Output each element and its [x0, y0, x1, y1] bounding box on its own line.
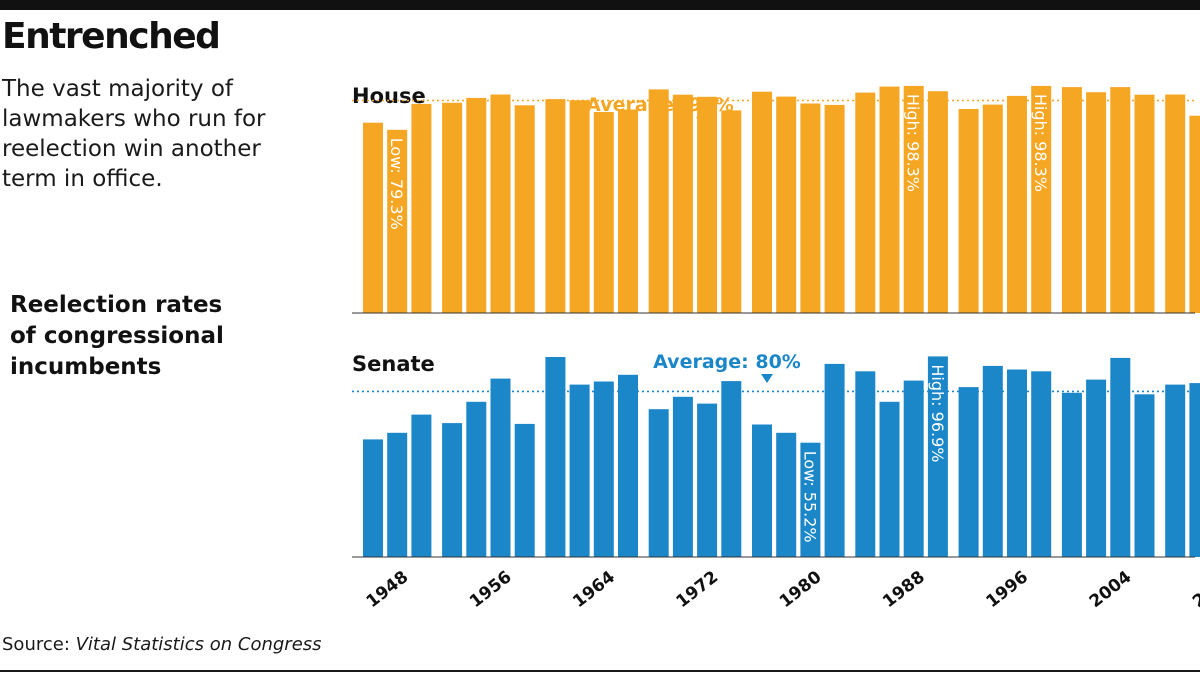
- house-bar: [776, 96, 797, 313]
- house-bar: [697, 96, 718, 313]
- senate-annotation: Low: 55.2%: [800, 451, 819, 543]
- house-annotation: High: 98.3%: [904, 94, 923, 192]
- senate-panel-title: Senate: [352, 352, 435, 376]
- senate-bar: [618, 374, 638, 557]
- house-bar: [982, 104, 1003, 313]
- bottom-rule: [0, 670, 1200, 672]
- house-bar: [927, 91, 948, 313]
- house-bar: [1165, 94, 1186, 313]
- house-bar: [545, 99, 566, 313]
- house-bar: [593, 112, 614, 313]
- chart-title: Entrenched: [2, 16, 221, 57]
- house-bar: [752, 91, 772, 313]
- house-bar: [363, 122, 383, 313]
- senate-bar: [824, 363, 845, 557]
- senate-bar: [1061, 392, 1082, 557]
- x-tick-label: 1956: [466, 567, 516, 612]
- chart-subtitle: The vast majority of lawmakers who run f…: [2, 76, 266, 192]
- senate-average-label: Average: 80%: [653, 351, 801, 373]
- senate-bar: [1031, 371, 1052, 557]
- source-name: Vital Statistics on Congress: [75, 634, 322, 655]
- senate-panel: Senate Average: 80% Low: 55.2% High: 96.9%: [352, 351, 1200, 558]
- top-rule: [0, 0, 1200, 10]
- source-prefix: Source:: [2, 634, 76, 655]
- house-annotation: Low: 79.3%: [387, 138, 406, 230]
- senate-bar: [800, 442, 821, 557]
- house-bar: [1007, 95, 1027, 314]
- house-bar: [879, 86, 900, 313]
- senate-bar: [721, 381, 742, 557]
- house-bar: [411, 103, 432, 314]
- house-bar: [855, 92, 876, 313]
- senate-bar: [514, 423, 535, 557]
- house-bar: [1110, 87, 1131, 313]
- senate-bar: [648, 409, 669, 557]
- house-bar: [1061, 87, 1082, 313]
- house-bar: [466, 97, 487, 314]
- house-bar: [1134, 94, 1155, 313]
- house-bar: [1031, 85, 1052, 314]
- senate-bar: [927, 356, 948, 557]
- senate-bar: [569, 384, 590, 557]
- x-tick-label: 1980: [776, 567, 826, 612]
- house-bar: [1189, 115, 1200, 313]
- house-bar: [387, 129, 408, 313]
- senate-annotation: High: 96.9%: [928, 364, 947, 462]
- senate-bar: [752, 424, 772, 557]
- house-bar: [569, 100, 590, 313]
- house-panel: House Average: 92%Low: 79.3% High: 98.3% Hi…: [352, 84, 1200, 314]
- senate-bar: [1134, 394, 1155, 557]
- x-tick-label: 1948: [363, 567, 413, 612]
- senate-bar: [387, 432, 408, 557]
- house-average-pointer: [696, 117, 708, 126]
- x-tick-label: 1972: [673, 567, 723, 612]
- senate-bar: [697, 403, 718, 557]
- senate-bar: [466, 401, 487, 558]
- house-bar: [1086, 92, 1107, 313]
- x-tick-label: 2004: [1086, 567, 1136, 612]
- senate-average-pointer: [761, 374, 773, 383]
- senate-bar: [855, 371, 876, 557]
- senate-bar: [1189, 383, 1200, 557]
- x-tick-label: 1988: [879, 567, 929, 612]
- senate-bar: [1086, 379, 1107, 557]
- senate-bar: [593, 381, 614, 557]
- house-bar: [514, 105, 535, 313]
- x-tick-label: 2012: [1189, 567, 1200, 612]
- senate-bar: [411, 414, 432, 557]
- house-bar: [672, 94, 693, 313]
- house-bar: [903, 85, 924, 314]
- senate-bar: [442, 423, 463, 557]
- senate-bar: [879, 401, 900, 558]
- senate-bar: [363, 439, 383, 557]
- senate-bar: [490, 378, 511, 557]
- house-bar: [800, 103, 821, 313]
- senate-bar: [903, 380, 924, 557]
- house-bar: [648, 89, 669, 314]
- source-note: Source: Vital Statistics on Congress: [2, 634, 322, 655]
- house-bar: [442, 102, 463, 313]
- house-bar: [824, 104, 845, 314]
- house-bar: [721, 110, 742, 314]
- senate-bar: [776, 432, 797, 557]
- senate-bar: [1007, 369, 1027, 557]
- house-average-label: Average: 92%: [586, 94, 734, 116]
- senate-bar: [958, 387, 979, 557]
- house-annotation: High: 98.3%: [1031, 94, 1050, 192]
- senate-bar: [1165, 384, 1186, 557]
- senate-bar: [545, 357, 566, 557]
- chart-section-label: Reelection rates of congressional incumb…: [10, 292, 224, 380]
- x-tick-label: 1964: [569, 567, 619, 612]
- x-tick-label: 1996: [982, 567, 1032, 612]
- senate-bar: [1110, 357, 1131, 557]
- senate-bar: [982, 365, 1003, 557]
- house-bar: [958, 109, 979, 313]
- senate-bar: [672, 396, 693, 557]
- house-bar: [618, 109, 638, 313]
- house-bar: [490, 94, 511, 313]
